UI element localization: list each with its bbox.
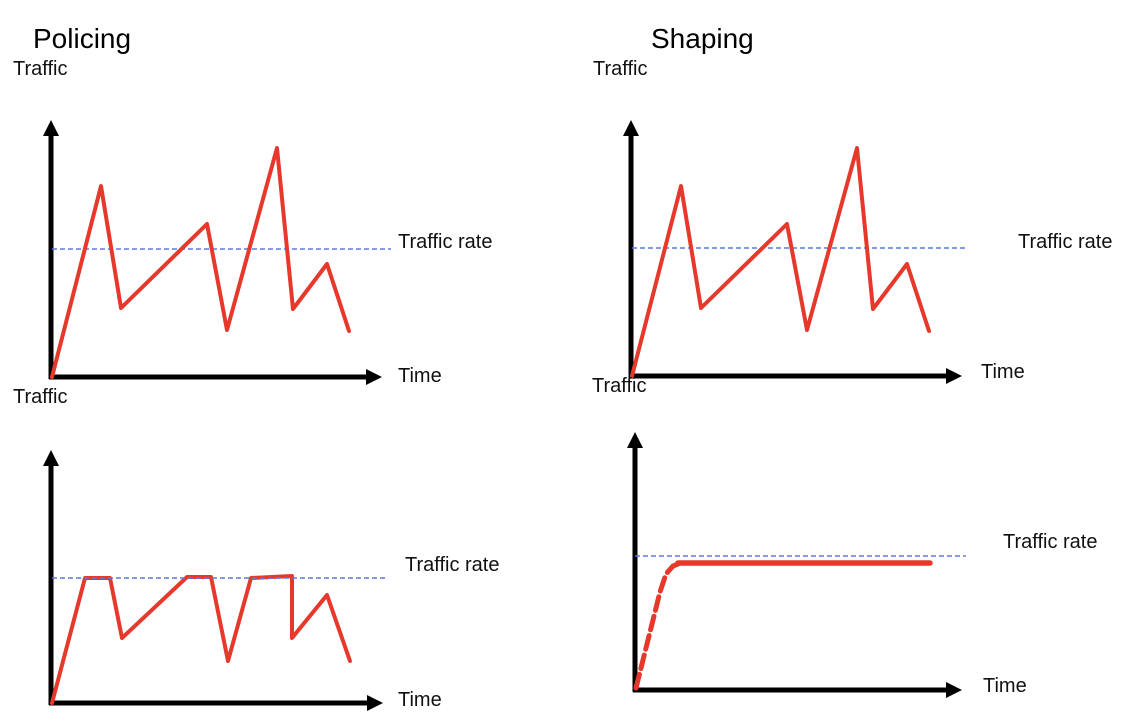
shaping-output-rate-label: Traffic rate bbox=[1003, 531, 1098, 553]
shaping-input-rate-label: Traffic rate bbox=[1018, 231, 1113, 253]
policing-input-x-axis-label: Time bbox=[398, 365, 442, 387]
shaping-output-chart bbox=[626, 431, 966, 699]
policing-output-x-axis-label: Time bbox=[398, 689, 442, 711]
policing-input-chart bbox=[42, 119, 391, 386]
shaping-title: Shaping bbox=[651, 23, 754, 54]
shaping-input-x-axis-label: Time bbox=[981, 361, 1025, 383]
policing-input-y-axis-label: Traffic bbox=[13, 58, 68, 80]
policing-output-traffic-line-0 bbox=[50, 574, 352, 705]
policing-output-rate-label: Traffic rate bbox=[405, 554, 500, 576]
shaping-input-chart bbox=[622, 119, 966, 385]
shaping-input-y-axis-label: Traffic bbox=[593, 58, 648, 80]
policing-output-chart bbox=[42, 449, 385, 712]
shaping-output-y-axis-label: Traffic bbox=[592, 375, 647, 397]
policing-input-rate-label: Traffic rate bbox=[398, 231, 493, 253]
shaping-output-x-axis-label: Time bbox=[983, 675, 1027, 697]
policing-input-traffic-line-0 bbox=[50, 146, 351, 379]
policing-title: Policing bbox=[33, 23, 132, 54]
shaping-input-traffic-line-0 bbox=[630, 146, 931, 378]
policing-output-y-axis-label: Traffic bbox=[13, 386, 68, 408]
shaping-output-traffic-line-0 bbox=[633, 560, 684, 691]
